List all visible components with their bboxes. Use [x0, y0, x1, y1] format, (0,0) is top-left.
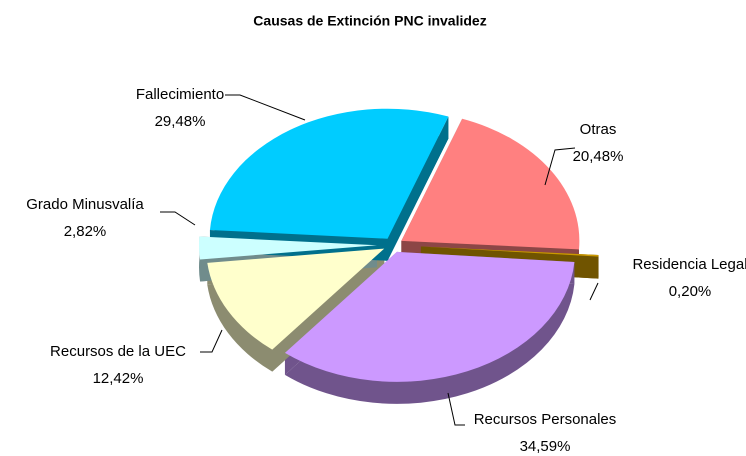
pie-slice: [284, 251, 575, 382]
slice-label: Fallecimiento: [136, 86, 224, 103]
leader-line: [544, 147, 576, 186]
pie-slice: [209, 108, 449, 239]
slice-value-label: 34,59%: [520, 438, 571, 455]
slice-label: Recursos de la UEC: [50, 343, 186, 360]
slice-value-label: 12,42%: [93, 370, 144, 387]
slice-label: Otras: [580, 121, 617, 138]
slice-value-label: 2,82%: [64, 223, 107, 240]
leader-line: [447, 392, 465, 426]
slice-label: Grado Minusvalía: [26, 196, 144, 213]
pie-slice: [401, 118, 580, 250]
leader-line: [200, 329, 223, 353]
chart-title: Causas de Extinción PNC invalidez: [253, 13, 486, 29]
slice-label: Recursos Personales: [474, 411, 617, 428]
pie-slice: [420, 246, 599, 257]
pie-slice: [199, 236, 378, 260]
leader-line: [589, 282, 599, 301]
slice-value-label: 29,48%: [155, 113, 206, 130]
pie-slice: [207, 248, 385, 350]
pie-slice-wall: [387, 116, 449, 261]
leader-line: [160, 211, 196, 226]
slice-value-label: 0,20%: [669, 283, 712, 300]
slice-label: Residencia Legal: [632, 256, 746, 273]
slice-value-label: 20,48%: [573, 148, 624, 165]
leader-line: [225, 94, 306, 121]
